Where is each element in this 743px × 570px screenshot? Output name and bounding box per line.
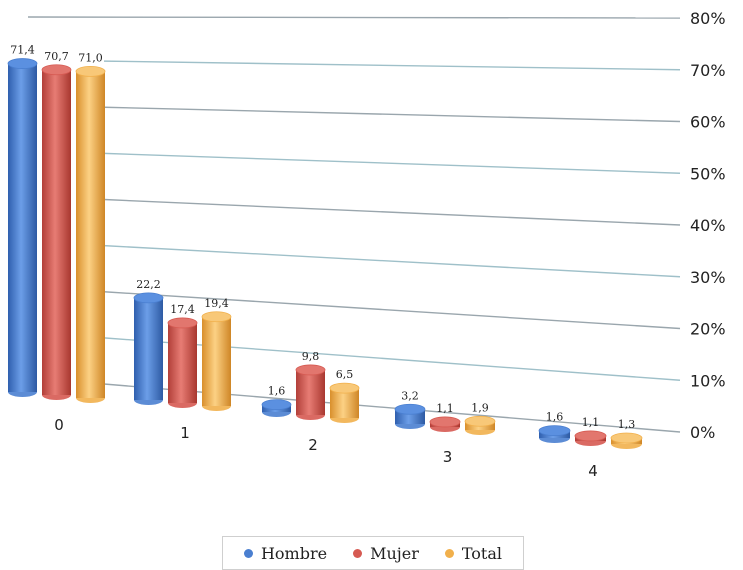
x-tick-label-3: 3 xyxy=(443,448,453,466)
bar-hombre-1 xyxy=(133,292,164,405)
data-label-mujer-4: 1,1 xyxy=(582,416,600,429)
legend-item-hombre: Hombre xyxy=(243,543,328,563)
data-label-total-0: 71,0 xyxy=(78,51,103,64)
data-label-mujer-1: 17,4 xyxy=(170,303,195,316)
data-label-hombre-0: 71,4 xyxy=(10,44,35,57)
data-label-mujer-3: 1,1 xyxy=(436,402,454,415)
data-label-total-2: 6,5 xyxy=(336,368,354,381)
bar-mujer-4 xyxy=(574,430,607,446)
y-tick-label-6: 60% xyxy=(690,113,726,132)
bar-total-2 xyxy=(329,382,360,423)
bar-mujer-2 xyxy=(295,364,326,420)
legend-label-hombre: Hombre xyxy=(260,543,328,563)
x-tick-label-0: 0 xyxy=(54,416,64,434)
bar-mujer-3 xyxy=(429,416,461,432)
bar-hombre-0 xyxy=(7,58,38,397)
bar-mujer-1 xyxy=(167,317,198,408)
y-tick-label-5: 50% xyxy=(690,164,726,183)
gridline-3 xyxy=(103,244,681,278)
gridline-7 xyxy=(103,60,681,71)
bar-chart: 0% 10% 20% 30% 40% 50% 60% 70% 80% 71,4 70,7 71,0 2… xyxy=(7,9,726,480)
bar-total-3 xyxy=(464,415,496,435)
x-tick-label-1: 1 xyxy=(180,424,190,442)
bar-hombre-2 xyxy=(261,399,292,417)
legend-item-total: Total xyxy=(444,543,503,563)
y-tick-label-3: 30% xyxy=(690,268,726,287)
data-label-total-4: 1,3 xyxy=(618,418,636,431)
legend-item-mujer: Mujer xyxy=(353,544,419,563)
data-label-hombre-4: 1,6 xyxy=(546,411,564,424)
gridline-6 xyxy=(103,106,681,123)
legend-label-mujer: Mujer xyxy=(370,543,419,563)
bar-total-4 xyxy=(610,432,643,449)
data-label-hombre-1: 22,2 xyxy=(136,278,161,291)
chart-legend: Hombre Mujer Total xyxy=(222,536,524,570)
y-tick-label-1: 10% xyxy=(690,371,726,390)
y-tick-label-7: 70% xyxy=(690,61,726,80)
gridline-1 xyxy=(103,337,681,381)
data-label-total-3: 1,9 xyxy=(471,401,489,414)
bar-hombre-3 xyxy=(394,403,426,429)
y-tick-label-2: 20% xyxy=(690,320,726,339)
data-label-hombre-3: 3,2 xyxy=(401,389,419,402)
bar-total-0 xyxy=(75,66,106,403)
gridline-4 xyxy=(103,198,681,226)
gridline-0 xyxy=(103,383,681,433)
y-tick-label-4: 40% xyxy=(690,216,726,235)
legend-swatch-mujer xyxy=(353,548,363,558)
data-label-hombre-2: 1,6 xyxy=(268,385,286,398)
legend-label-total: Total xyxy=(461,543,503,563)
y-tick-label-0: 0% xyxy=(690,423,715,442)
x-tick-label-4: 4 xyxy=(588,462,598,480)
data-label-mujer-0: 70,7 xyxy=(44,50,69,63)
legend-swatch-total xyxy=(444,548,454,558)
data-label-total-1: 19,4 xyxy=(204,297,229,310)
gridline-5 xyxy=(103,152,681,174)
bar-total-1 xyxy=(201,311,232,411)
x-tick-label-2: 2 xyxy=(308,436,318,454)
y-tick-label-8: 80% xyxy=(690,9,726,28)
gridline-2 xyxy=(103,291,681,330)
gridline-8 xyxy=(27,16,681,19)
bar-hombre-4 xyxy=(538,425,571,443)
bar-mujer-0 xyxy=(41,64,72,400)
data-label-mujer-2: 9,8 xyxy=(302,350,320,363)
legend-swatch-hombre xyxy=(243,548,253,558)
